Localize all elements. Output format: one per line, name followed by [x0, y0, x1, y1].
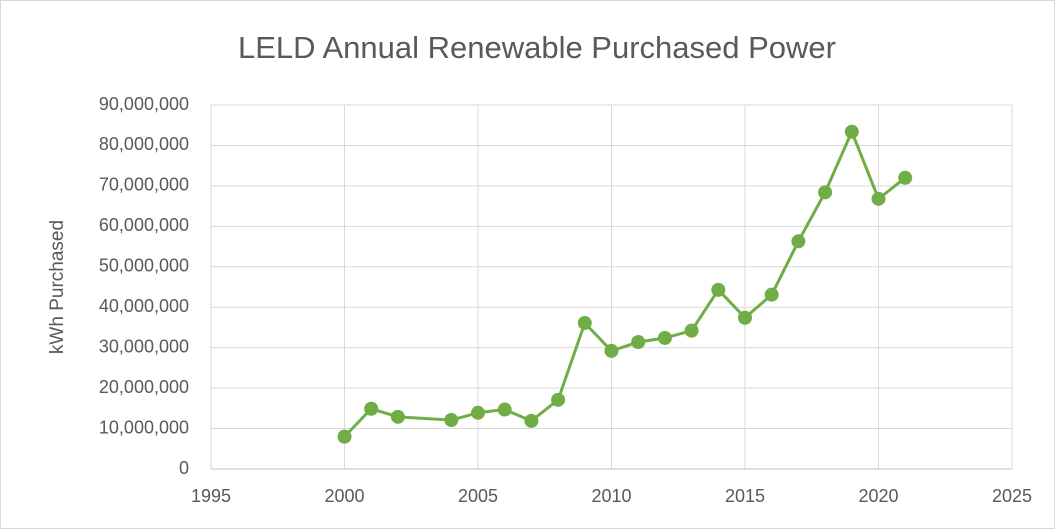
- x-tick-label: 2005: [458, 486, 498, 506]
- y-tick-label: 0: [179, 458, 189, 478]
- y-tick-label: 20,000,000: [99, 377, 189, 397]
- y-tick-label: 50,000,000: [99, 256, 189, 276]
- data-point: [604, 343, 619, 358]
- y-tick-label: 10,000,000: [99, 417, 189, 437]
- data-point: [551, 392, 566, 407]
- data-point: [631, 335, 646, 350]
- x-tick-label: 2020: [858, 486, 898, 506]
- y-tick-label: 60,000,000: [99, 215, 189, 235]
- x-tick-label: 1995: [191, 486, 231, 506]
- data-point: [524, 413, 539, 428]
- data-point: [657, 330, 672, 345]
- data-point: [871, 191, 886, 206]
- y-tick-label: 40,000,000: [99, 296, 189, 316]
- data-point: [711, 282, 726, 297]
- y-tick-label: 70,000,000: [99, 175, 189, 195]
- data-point: [684, 323, 699, 338]
- data-point: [390, 409, 405, 424]
- data-point: [577, 315, 592, 330]
- data-point: [364, 401, 379, 416]
- x-tick-label: 2015: [725, 486, 765, 506]
- chart-title: LELD Annual Renewable Purchased Power: [238, 30, 836, 65]
- x-tick-label: 2010: [591, 486, 631, 506]
- y-tick-label: 80,000,000: [99, 134, 189, 154]
- data-point: [791, 234, 806, 249]
- data-point: [497, 402, 512, 417]
- y-tick-label: 30,000,000: [99, 336, 189, 356]
- x-tick-label: 2025: [992, 486, 1032, 506]
- data-point: [444, 413, 459, 428]
- x-tick-label: 2000: [324, 486, 364, 506]
- data-point: [471, 405, 485, 420]
- y-tick-label: 90,000,000: [99, 94, 189, 114]
- data-point: [337, 429, 352, 444]
- data-point: [818, 185, 833, 200]
- data-point: [764, 287, 779, 302]
- data-point: [898, 170, 913, 185]
- y-axis-label: kWh Purchased: [47, 220, 68, 354]
- data-point: [738, 310, 752, 325]
- data-point: [844, 124, 859, 139]
